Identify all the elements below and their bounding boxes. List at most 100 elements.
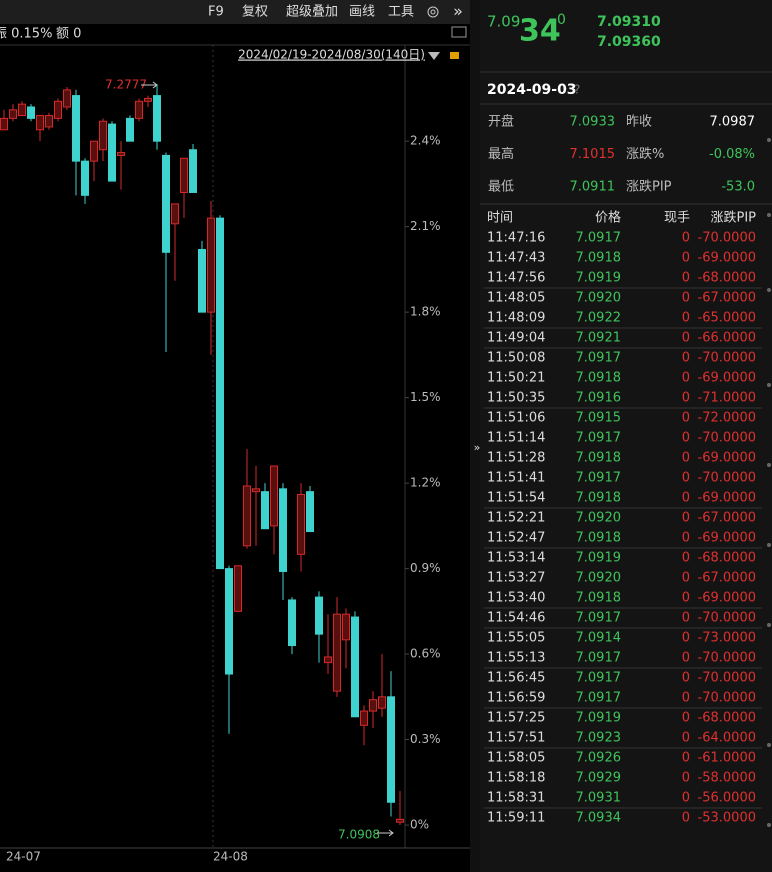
stat-value: -0.08% (709, 147, 755, 162)
y-tick-label: 1.5% (410, 390, 441, 404)
cell: 0 (682, 651, 690, 666)
cell: 7.0917 (576, 651, 622, 666)
candle-body (198, 248, 206, 313)
candle-body (243, 485, 251, 547)
cell: 0 (682, 711, 690, 726)
candle-body (387, 696, 395, 803)
stat-label: 涨跌PIP (626, 179, 672, 195)
cell: 7.0926 (576, 751, 622, 766)
candle-body (189, 149, 197, 193)
cell: 0 (682, 571, 690, 586)
settings-icon[interactable] (427, 6, 439, 18)
cell: 11:47:56 (487, 271, 545, 286)
candle-body (306, 491, 314, 533)
column-header: 涨跌PIP (710, 210, 756, 226)
cell: 11:58:18 (487, 771, 545, 786)
cell: 11:53:14 (487, 551, 545, 566)
toolbar-item[interactable]: 工具 (388, 5, 414, 20)
candle-body (234, 565, 242, 612)
cell: 7.0918 (576, 531, 622, 546)
cell: 0 (682, 611, 690, 626)
wf-icon[interactable] (451, 26, 467, 38)
cell: 11:58:05 (487, 751, 545, 766)
cell: 11:55:05 (487, 631, 545, 646)
cell: 11:53:27 (487, 571, 545, 586)
candle-body (180, 157, 188, 193)
cell: 0 (682, 251, 690, 266)
cell: 0 (682, 811, 690, 826)
y-tick-label: 2.4% (410, 134, 441, 148)
toolbar-item[interactable]: F9 (208, 5, 224, 20)
stat-value: 7.0933 (570, 115, 616, 130)
cell: 7.0922 (576, 311, 622, 326)
cell: -70.0000 (698, 651, 756, 666)
cell: 7.0919 (576, 711, 622, 726)
cell: -70.0000 (698, 231, 756, 246)
cell: 0 (682, 631, 690, 646)
cell: -69.0000 (698, 491, 756, 506)
column-header: 现手 (664, 211, 690, 226)
cell: 0 (682, 531, 690, 546)
dropdown-icon[interactable] (428, 52, 440, 60)
candle-body (27, 106, 35, 119)
cell: 11:52:21 (487, 511, 545, 526)
candle-body (171, 203, 179, 225)
cell: 7.0917 (576, 611, 622, 626)
cell: 7.0920 (576, 571, 622, 586)
cell: -69.0000 (698, 531, 756, 546)
cell: -68.0000 (698, 551, 756, 566)
date-range[interactable]: 2024/02/19-2024/08/30(140日) (238, 48, 425, 62)
bid: 7.09310 (597, 14, 661, 30)
y-tick-label: 1.8% (410, 305, 441, 319)
cell: 11:53:40 (487, 591, 545, 606)
cell: 11:51:41 (487, 471, 545, 486)
cell: 11:52:47 (487, 531, 545, 546)
column-header: 价格 (595, 210, 621, 226)
edge-dots (767, 138, 771, 827)
cell: 7.0920 (576, 291, 622, 306)
cell: 7.0921 (576, 331, 622, 346)
lock-icon[interactable] (450, 52, 459, 59)
cell: 0 (682, 791, 690, 806)
cell: 0 (682, 511, 690, 526)
cell: -68.0000 (698, 271, 756, 286)
candle-body (153, 95, 161, 142)
collapse-strip[interactable] (470, 0, 480, 872)
cell: -58.0000 (698, 771, 756, 786)
cell: 11:57:51 (487, 731, 545, 746)
cell: 7.0916 (576, 391, 622, 406)
more-icon[interactable]: » (453, 2, 463, 21)
cell: 7.0918 (576, 451, 622, 466)
cell: 0 (682, 391, 690, 406)
cell: -64.0000 (698, 731, 756, 746)
toolbar (0, 0, 470, 24)
cell: 11:47:16 (487, 231, 545, 246)
cell: -69.0000 (698, 591, 756, 606)
y-tick-label: 0.6% (410, 647, 441, 661)
candle-body (288, 599, 296, 647)
y-tick-label: 2.1% (410, 219, 441, 233)
cell: -53.0000 (698, 811, 756, 826)
y-tick-label: 0.3% (410, 732, 441, 746)
cell: 11:51:54 (487, 491, 545, 506)
cell: 7.0917 (576, 691, 622, 706)
toolbar-item[interactable]: 复权 (242, 4, 268, 20)
cell: 7.0919 (576, 271, 622, 286)
toolbar-item[interactable]: 超级叠加 (286, 5, 338, 20)
candle-body (351, 616, 359, 718)
cell: 0 (682, 311, 690, 326)
cell: 7.0917 (576, 351, 622, 366)
candle-body (0, 117, 8, 131)
candle-body (45, 115, 53, 128)
candle-body (135, 100, 143, 119)
cell: 7.0931 (576, 791, 622, 806)
collapse-icon[interactable]: » (474, 441, 481, 454)
candle-body (9, 109, 17, 119)
toolbar-item[interactable]: 画线 (349, 5, 375, 20)
candle-body (342, 613, 350, 641)
date: 2024-09-03 (487, 82, 577, 98)
cell: 11:49:04 (487, 331, 545, 346)
cell: 11:54:46 (487, 611, 545, 626)
candle-body (63, 89, 71, 108)
help[interactable]: ? (574, 83, 580, 97)
